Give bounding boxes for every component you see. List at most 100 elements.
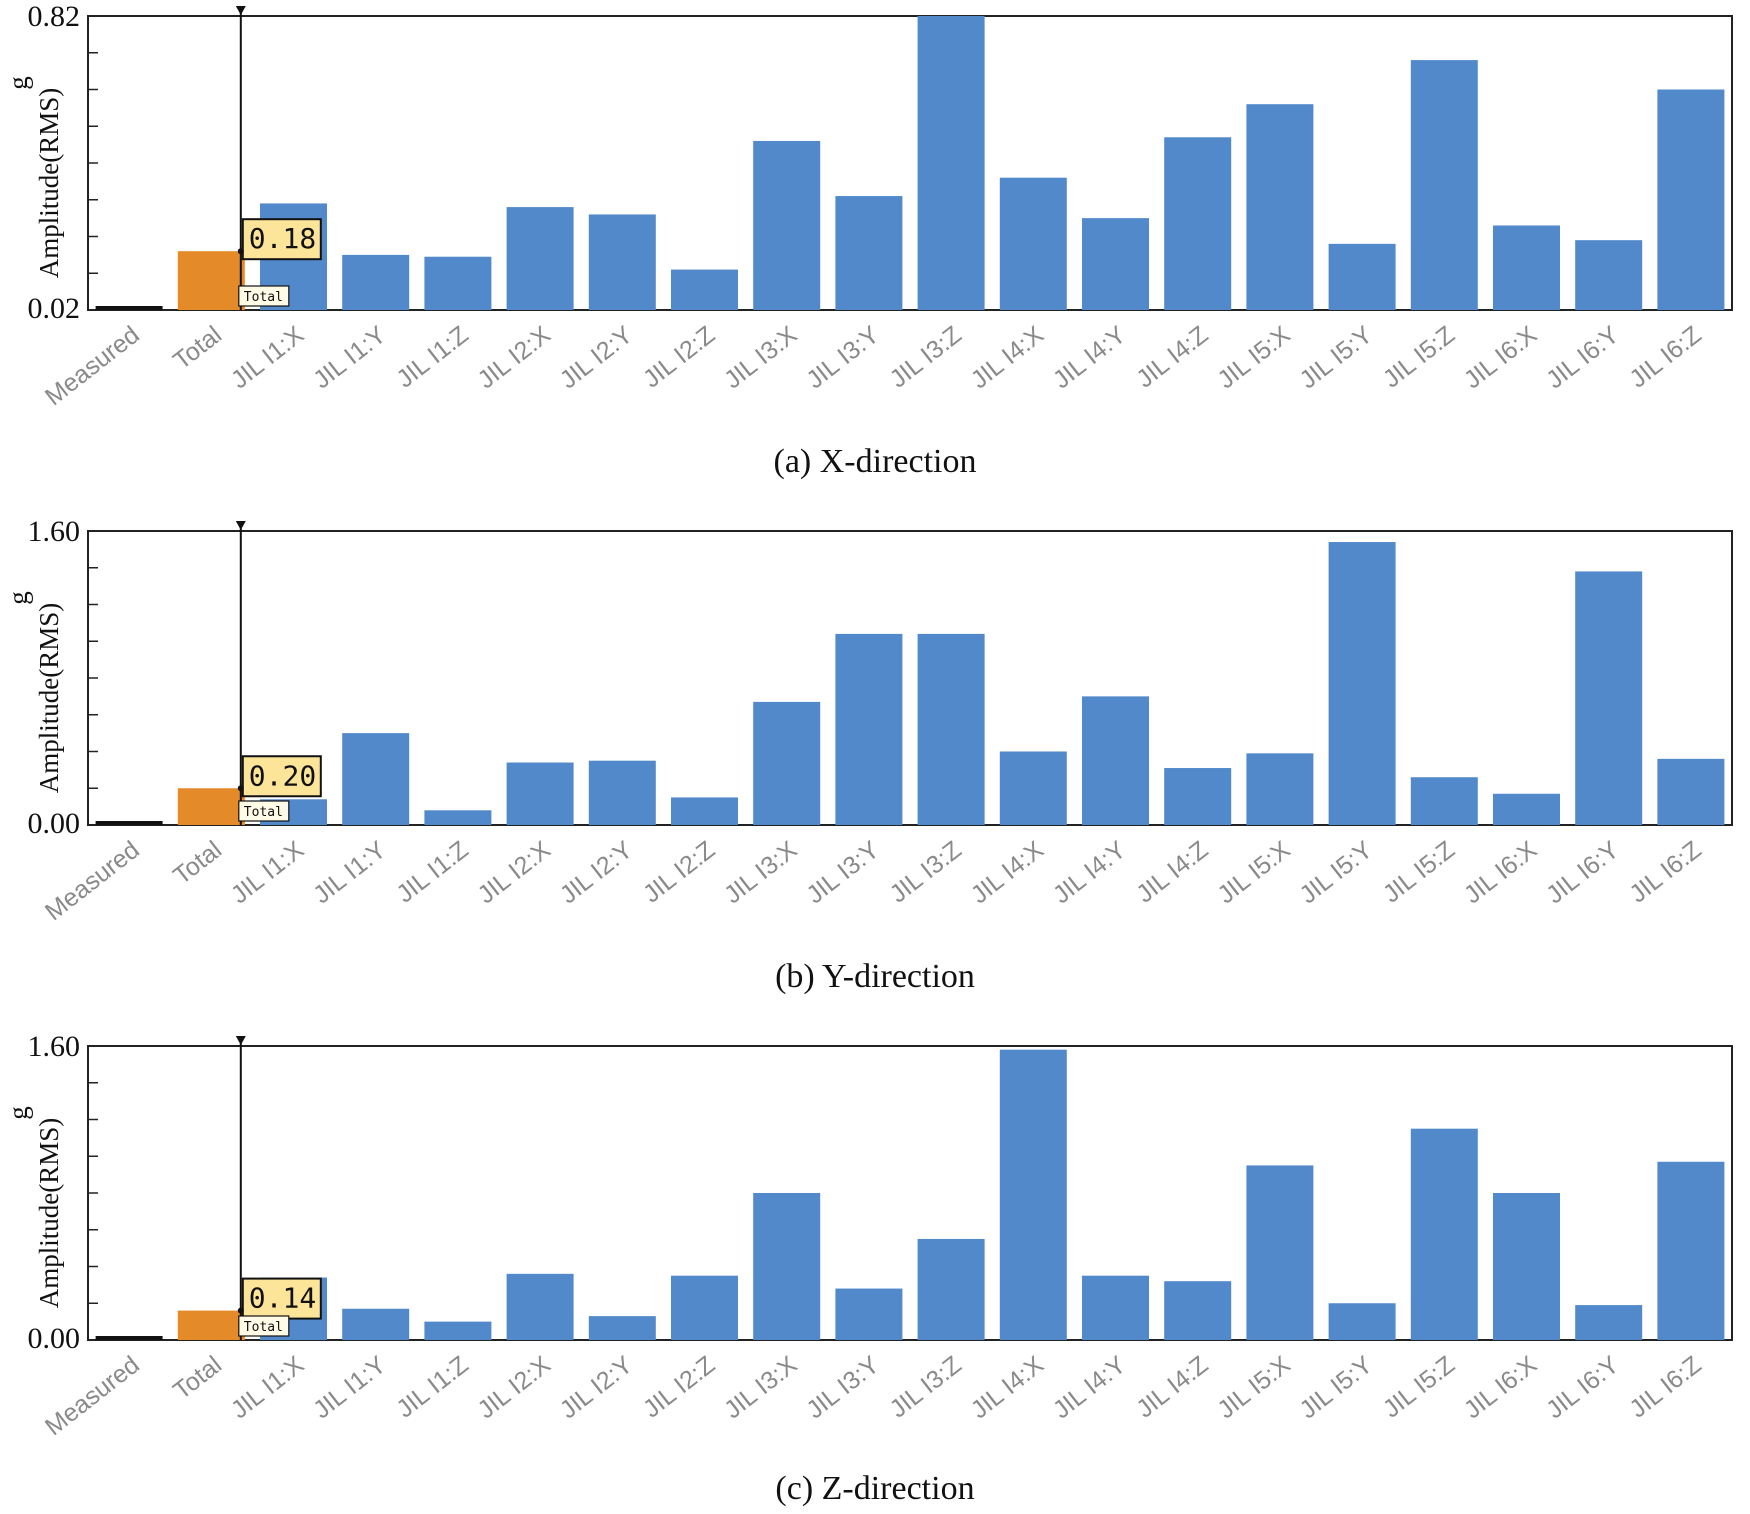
x-tick-label: JIL I6:Y — [1541, 835, 1625, 909]
tooltip-value: 0.14 — [249, 1282, 316, 1315]
x-tick-label: JIL I2:Y — [555, 835, 639, 909]
x-tick-label: JIL I3:X — [719, 320, 803, 394]
bar-jil-i4-x — [999, 1049, 1067, 1340]
plot-frame — [87, 530, 1733, 826]
x-tick-label: JIL I4:Y — [1048, 320, 1132, 394]
x-tick-label: JIL I3:X — [719, 1350, 803, 1424]
y-axis-label: Amplitude(RMS) — [34, 88, 64, 279]
x-tick-label: JIL I6:Y — [1541, 1350, 1625, 1424]
bar-jil-i3-z — [917, 16, 985, 310]
y-tick-label-max: 1.60 — [28, 515, 81, 548]
bar-jil-i5-x — [1246, 104, 1314, 310]
x-tick-label: JIL I2:Y — [555, 320, 639, 394]
tooltip-value-box — [241, 218, 322, 261]
tooltip-value: 0.20 — [249, 759, 316, 792]
x-tick-label: JIL I1:Z — [391, 1351, 473, 1424]
bar-jil-i6-x — [1493, 793, 1560, 825]
x-tick-label: JIL I3:Z — [885, 1351, 967, 1424]
cursor-marker-icon — [235, 6, 246, 15]
bar-jil-i3-z — [917, 633, 985, 825]
bar-jil-i3-x — [753, 701, 821, 825]
y-tick-label-min: 0.00 — [28, 1322, 81, 1355]
x-tick-label: Measured — [40, 321, 145, 412]
x-tick-label: Total — [168, 1351, 227, 1406]
y-axis-label: Amplitude(RMS) — [34, 603, 64, 794]
tooltip-value-box — [241, 755, 322, 798]
y-axis-unit: g — [3, 1106, 33, 1120]
bar-jil-i2-x — [506, 762, 574, 825]
bar-jil-i3-x — [753, 1193, 821, 1340]
bar-jil-i6-y — [1575, 571, 1643, 825]
bar-jil-i3-y — [835, 1288, 903, 1340]
x-tick-label: JIL I3:Y — [801, 835, 885, 909]
x-tick-label: JIL I4:X — [966, 835, 1050, 909]
bar-jil-i6-z — [1657, 1161, 1725, 1340]
bar-measured — [95, 306, 163, 310]
tooltip-label: Total — [244, 1320, 283, 1335]
bar-jil-i6-x — [1493, 1193, 1560, 1340]
bar-jil-i2-z — [671, 797, 738, 825]
x-tick-label: JIL I6:Z — [1624, 321, 1706, 394]
x-tick-label: JIL I2:Z — [638, 321, 720, 394]
x-tick-label: JIL I3:Y — [801, 320, 885, 394]
x-tick-label: JIL I1:Z — [391, 836, 473, 909]
bar-jil-i4-y — [1082, 696, 1149, 825]
cursor-point-icon — [237, 785, 244, 792]
bar-jil-i1-z — [424, 256, 492, 310]
x-tick-label: JIL I2:X — [472, 835, 556, 909]
x-tick-label: JIL I4:Z — [1131, 1351, 1213, 1424]
bar-jil-i4-y — [1082, 1275, 1149, 1340]
bar-jil-i4-z — [1164, 768, 1232, 825]
y-tick-label-min: 0.00 — [28, 807, 81, 840]
bar-jil-i2-x — [506, 1273, 574, 1340]
x-tick-label: JIL I1:X — [226, 320, 310, 394]
tooltip-label-box — [238, 1315, 290, 1337]
bar-jil-i2-x — [506, 207, 574, 310]
bar-measured — [95, 1336, 163, 1340]
panel-y-direction: 1.60 0.00 Amplitude(RMS) g Measured Total JIL … — [0, 515, 1750, 1005]
bar-jil-i2-z — [671, 269, 738, 310]
bar-jil-i2-y — [588, 760, 656, 825]
x-tick-label: JIL I6:X — [1459, 1350, 1543, 1424]
y-tick-label-max: 0.82 — [28, 0, 81, 33]
cursor-point-icon — [237, 248, 244, 255]
bar-jil-i5-y — [1328, 542, 1396, 825]
bar-jil-i6-x — [1493, 225, 1560, 310]
tooltip-label-box — [238, 285, 290, 307]
cursor-marker-icon — [235, 521, 246, 530]
bar-jil-i5-x — [1246, 1165, 1314, 1340]
x-tick-label: JIL I1:X — [226, 1350, 310, 1424]
bar-jil-i2-y — [588, 1316, 656, 1340]
bar-jil-i3-z — [917, 1238, 985, 1340]
bar-measured — [95, 821, 163, 825]
x-tick-label: JIL I2:Z — [638, 836, 720, 909]
bar-jil-i4-x — [999, 751, 1067, 825]
bar-jil-i5-z — [1410, 60, 1478, 310]
x-tick-label: JIL I5:Y — [1294, 320, 1378, 394]
tooltip-value: 0.18 — [249, 222, 316, 255]
x-tick-label: JIL I4:Z — [1131, 321, 1213, 394]
x-tick-label: JIL I6:Z — [1624, 836, 1706, 909]
x-tick-label: JIL I6:Z — [1624, 1351, 1706, 1424]
bar-jil-i6-y — [1575, 240, 1643, 310]
x-tick-label: JIL I1:X — [226, 835, 310, 909]
x-tick-label: Measured — [40, 1351, 145, 1442]
bar-jil-i2-z — [671, 1275, 738, 1340]
x-tick-label: JIL I4:X — [966, 320, 1050, 394]
plot-frame — [87, 1045, 1733, 1341]
x-tick-label: JIL I6:X — [1459, 835, 1543, 909]
x-tick-label: JIL I2:X — [472, 1350, 556, 1424]
y-axis-label: Amplitude(RMS) — [34, 1118, 64, 1309]
bar-jil-i1-y — [342, 254, 410, 310]
x-tick-label: JIL I5:X — [1212, 835, 1296, 909]
bar-jil-i5-z — [1410, 1128, 1478, 1340]
x-tick-label: JIL I1:Z — [391, 321, 473, 394]
x-tick-label: JIL I3:Z — [885, 321, 967, 394]
bar-jil-i1-z — [424, 810, 492, 825]
x-tick-label: JIL I1:Y — [308, 835, 392, 909]
x-tick-label: JIL I5:X — [1212, 1350, 1296, 1424]
x-tick-label: JIL I5:Z — [1378, 321, 1460, 394]
x-tick-label: JIL I6:Y — [1541, 320, 1625, 394]
tooltip-label-box — [238, 800, 290, 822]
